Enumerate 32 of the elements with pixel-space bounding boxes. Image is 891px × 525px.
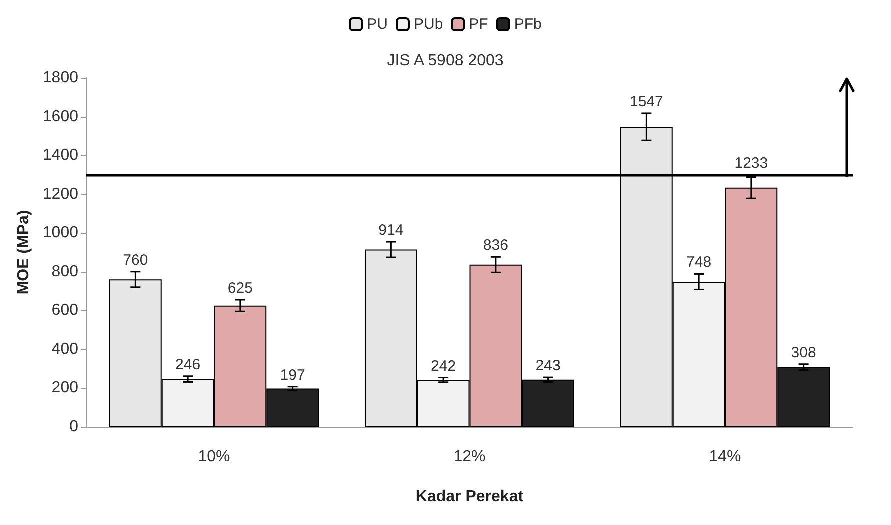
y-tick-label: 800: [52, 263, 79, 280]
x-tick-label: 10%: [198, 448, 230, 466]
y-tick-label: 0: [70, 418, 79, 436]
y-tick-label: 400: [52, 340, 79, 358]
data-label: 246: [176, 356, 201, 374]
data-label: 914: [378, 222, 404, 240]
data-label: 760: [123, 252, 148, 269]
y-axis-title: MOE (MPa): [16, 210, 32, 295]
y-tick-label: 1000: [42, 224, 79, 242]
data-label: 242: [431, 358, 456, 375]
y-tick-label: 1800: [42, 70, 79, 86]
legend-label: PF: [469, 16, 488, 33]
x-axis-title: Kadar Perekat: [416, 488, 524, 506]
y-tick-label: 200: [52, 380, 79, 397]
y-tick-label: 600: [52, 302, 79, 320]
data-label: 243: [536, 358, 561, 375]
data-label: 197: [280, 366, 306, 384]
legend-label: PU: [367, 16, 388, 33]
y-tick-label: 1600: [42, 108, 79, 126]
legend-label: PUb: [414, 16, 444, 33]
data-label: 308: [791, 344, 816, 362]
legend-label: PFb: [514, 16, 542, 33]
data-label: 1547: [630, 93, 664, 110]
y-tick-label: 1400: [42, 147, 79, 164]
data-label: 625: [228, 280, 253, 298]
x-tick-label: 14%: [709, 448, 742, 466]
x-tick-label: 12%: [454, 448, 486, 466]
data-label: 836: [483, 237, 508, 254]
data-label: 1233: [734, 154, 768, 172]
data-label: 748: [686, 254, 712, 272]
chart-title: JIS A 5908 2003: [387, 52, 504, 70]
y-tick-label: 1200: [42, 186, 79, 203]
